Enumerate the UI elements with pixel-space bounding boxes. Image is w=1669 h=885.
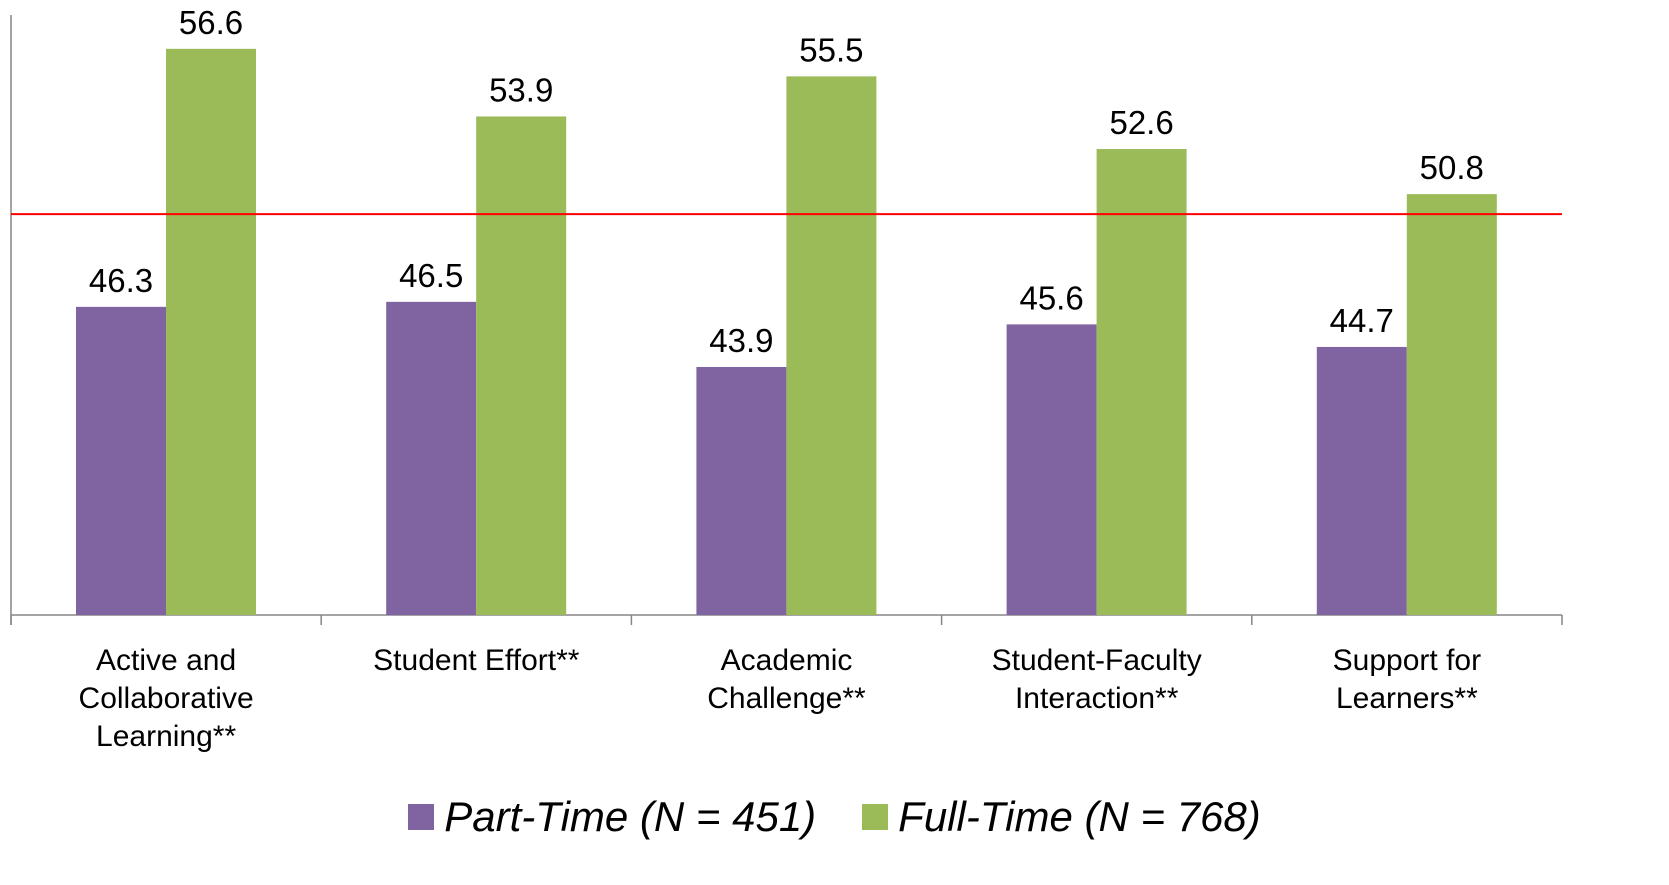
category-label-line: Collaborative — [78, 682, 254, 715]
category-label: Support for Learners** — [1257, 642, 1557, 718]
bar-part-time — [1316, 346, 1407, 615]
bar-full-time — [786, 76, 877, 615]
bar-part-time — [696, 366, 787, 615]
category-label-line: Active and — [96, 644, 237, 677]
legend-item-full-time: Full-Time (N = 768) — [862, 793, 1261, 841]
category-label: Student Effort** — [326, 642, 626, 680]
legend-swatch-part-time — [408, 804, 435, 830]
category-label-line: Learning** — [96, 720, 237, 753]
category-label: Academic Challenge** — [637, 642, 937, 718]
category-label: Student-Faculty Interaction** — [947, 642, 1247, 718]
bar-part-time — [1006, 324, 1097, 615]
data-label: 55.5 — [799, 31, 863, 68]
data-label: 45.6 — [1019, 279, 1083, 316]
category-label-line: Learners** — [1336, 682, 1478, 715]
legend-label-full-time: Full-Time (N = 768) — [898, 793, 1261, 840]
data-label: 46.3 — [89, 262, 153, 299]
data-label: 53.9 — [489, 71, 553, 108]
data-label: 44.7 — [1330, 302, 1394, 339]
legend-item-part-time: Part-Time (N = 451) — [408, 793, 816, 841]
category-label-line: Academic — [720, 644, 853, 677]
bar-part-time — [76, 306, 166, 615]
data-label: 46.5 — [399, 257, 463, 294]
category-label-line: Support for — [1332, 644, 1482, 677]
bar-full-time — [1096, 149, 1187, 615]
data-label: 50.8 — [1420, 149, 1484, 186]
bar-full-time — [476, 116, 567, 616]
data-label: 56.6 — [179, 4, 243, 41]
category-label-line: Interaction** — [1014, 682, 1179, 715]
category-label: Active and Collaborative Learning** — [16, 642, 316, 756]
category-label-line: Student-Faculty — [991, 644, 1202, 677]
bar-full-time — [166, 48, 256, 616]
legend-label-part-time: Part-Time (N = 451) — [444, 793, 817, 840]
data-label: 43.9 — [709, 322, 773, 359]
bar-part-time — [386, 301, 477, 615]
category-label-line: Challenge** — [707, 682, 866, 715]
legend: Part-Time (N = 451) Full-Time (N = 768) — [0, 782, 1669, 852]
bar-full-time — [1406, 194, 1497, 615]
legend-swatch-full-time — [862, 804, 889, 830]
data-label: 52.6 — [1109, 104, 1173, 141]
category-label-line: Student Effort** — [373, 644, 580, 677]
